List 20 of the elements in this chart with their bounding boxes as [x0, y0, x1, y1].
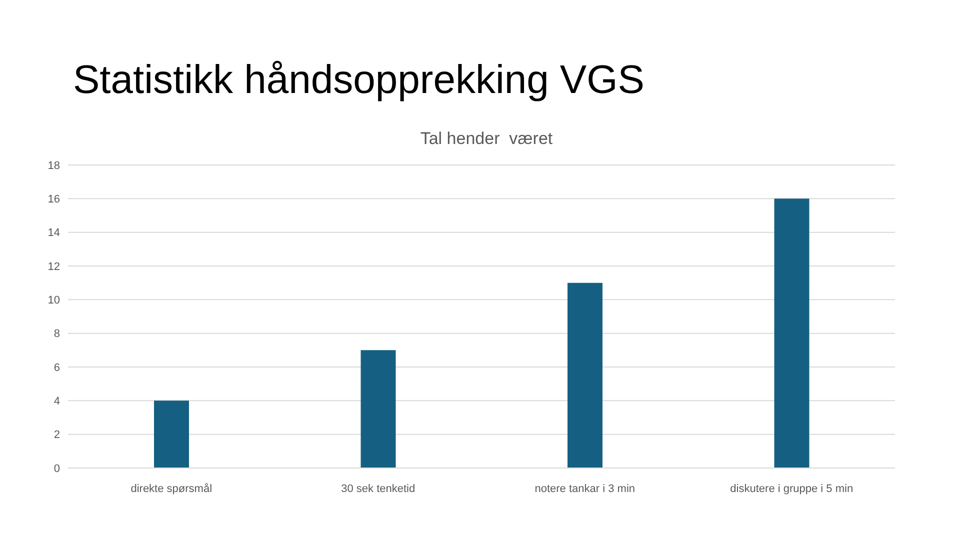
bar	[774, 198, 810, 468]
y-tick-label: 16	[48, 194, 60, 206]
x-tick-label: notere tankar i 3 min	[534, 482, 636, 495]
x-tick-label: diskutere i gruppe i 5 min	[730, 482, 854, 495]
x-tick-label: 30 sek tenketid	[341, 482, 416, 495]
bar	[568, 282, 602, 468]
y-tick-label: 4	[54, 396, 60, 408]
y-tick-label: 2	[54, 429, 60, 442]
bar	[360, 350, 396, 468]
y-tick-label: 6	[54, 362, 60, 374]
y-tick-label: 18	[48, 160, 60, 172]
x-tick-label: direkte spørsmål	[130, 482, 212, 495]
chart-title: Statistikk håndsopprekking VGS	[73, 58, 644, 103]
y-tick-label: 14	[48, 227, 60, 240]
y-tick-label: 0	[54, 462, 60, 475]
y-tick-label: 8	[54, 328, 60, 340]
bar	[154, 400, 189, 468]
y-tick-label: 12	[48, 260, 60, 273]
chart-subtitle: Tal hender været	[419, 129, 554, 149]
y-tick-label: 10	[48, 294, 60, 307]
